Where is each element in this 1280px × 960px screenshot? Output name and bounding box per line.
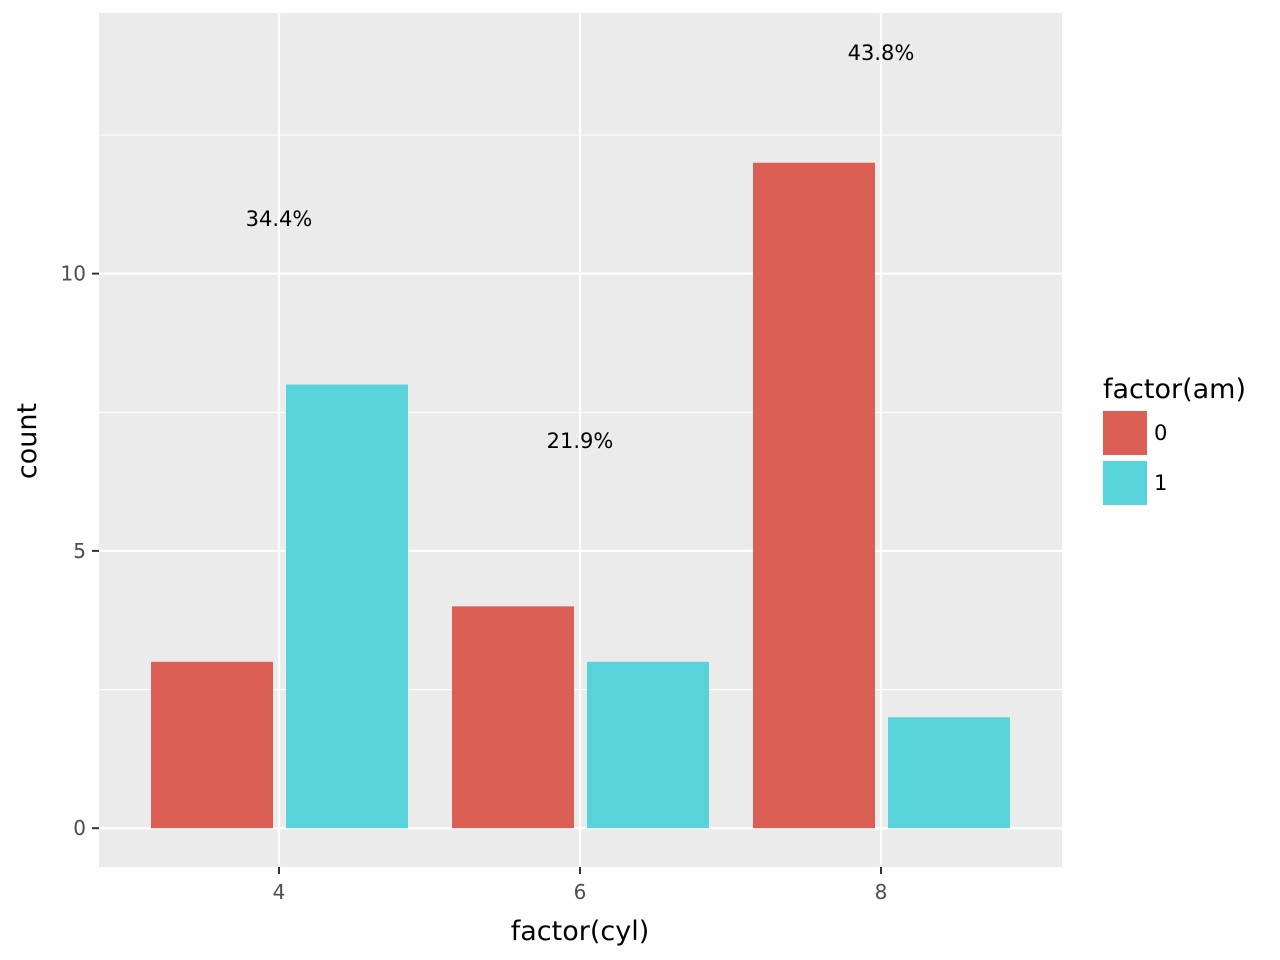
y-axis-title: count: [12, 403, 43, 479]
bar-6-am-1: [587, 661, 709, 829]
legend-title: factor(am): [1103, 374, 1246, 405]
percent-label-8: 43.8%: [848, 41, 915, 65]
percent-label-6: 21.9%: [547, 429, 614, 453]
legend-label-1: 1: [1154, 471, 1167, 495]
bar-6-am-0: [452, 606, 574, 829]
y-axis: 0 5 10: [61, 262, 99, 840]
bar-annotations: 34.4% 21.9% 43.8%: [246, 41, 915, 453]
x-tick-label: 8: [875, 880, 888, 904]
percent-label-4: 34.4%: [246, 207, 313, 231]
x-axis-title: factor(cyl): [511, 916, 650, 947]
x-tick-label: 4: [273, 880, 286, 904]
bar-4-am-1: [286, 384, 408, 829]
legend-label-0: 0: [1154, 421, 1167, 445]
y-tick-label: 10: [61, 262, 86, 286]
x-tick-label: 6: [574, 880, 587, 904]
bars: [151, 162, 1010, 829]
legend-swatch-0: [1103, 411, 1147, 455]
y-tick-label: 5: [73, 539, 86, 563]
y-tick-label: 0: [73, 816, 86, 840]
legend: factor(am) 0 1: [1103, 374, 1246, 505]
bar-8-am-1: [888, 717, 1010, 829]
legend-swatch-1: [1103, 461, 1147, 505]
x-axis: 4 6 8: [273, 867, 888, 904]
bar-4-am-0: [151, 661, 273, 829]
bar-8-am-0: [753, 162, 875, 829]
